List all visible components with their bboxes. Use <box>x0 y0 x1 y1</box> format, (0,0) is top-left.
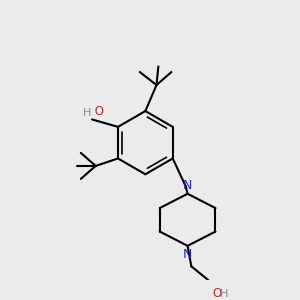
Text: H: H <box>83 109 91 118</box>
Text: N: N <box>183 179 192 192</box>
Text: O: O <box>213 287 222 300</box>
Text: N: N <box>183 248 192 261</box>
Text: H: H <box>220 289 229 298</box>
Text: O: O <box>91 106 104 118</box>
